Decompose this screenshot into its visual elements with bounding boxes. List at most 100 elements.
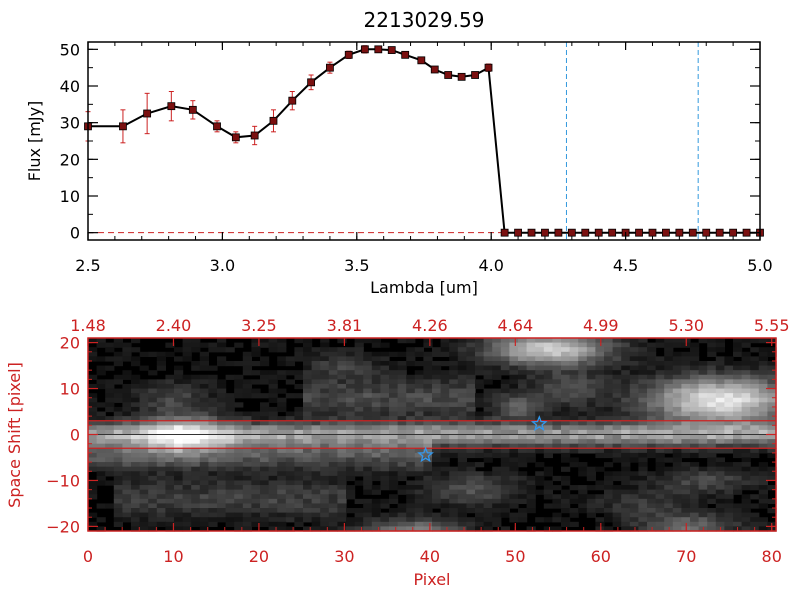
image-pixel xyxy=(466,379,476,385)
image-pixel xyxy=(612,521,622,528)
image-pixel xyxy=(586,475,596,482)
image-pixel xyxy=(346,466,356,472)
image-pixel xyxy=(655,411,665,417)
image-pixel xyxy=(561,374,571,380)
image-pixel xyxy=(621,397,631,403)
image-pixel xyxy=(449,475,459,482)
image-pixel xyxy=(139,351,149,357)
image-pixel xyxy=(432,434,442,440)
image-pixel xyxy=(199,356,209,362)
image-pixel xyxy=(733,434,743,440)
image-pixel xyxy=(595,526,605,532)
image-pixel xyxy=(767,411,777,417)
image-pixel xyxy=(432,439,442,445)
image-pixel xyxy=(586,393,596,399)
image-pixel xyxy=(586,508,596,514)
image-pixel xyxy=(268,434,278,440)
image-pixel xyxy=(371,429,381,436)
image-pixel xyxy=(526,425,536,431)
image-pixel xyxy=(199,475,209,482)
image-pixel xyxy=(277,338,287,344)
image-pixel xyxy=(268,489,278,495)
image-pixel xyxy=(552,425,562,431)
image-pixel xyxy=(500,503,510,509)
image-pixel xyxy=(543,383,553,390)
image-pixel xyxy=(414,512,424,518)
image-pixel xyxy=(328,434,338,440)
image-pixel xyxy=(655,439,665,445)
image-pixel xyxy=(148,489,158,495)
image-pixel xyxy=(346,489,356,495)
image-pixel xyxy=(681,471,691,477)
image-pixel xyxy=(518,429,528,436)
image-pixel xyxy=(475,411,485,417)
image-pixel xyxy=(741,526,751,532)
image-pixel xyxy=(629,443,639,449)
image-pixel xyxy=(621,402,631,408)
image-pixel xyxy=(285,393,295,399)
image-pixel xyxy=(268,452,278,459)
flux-data-point xyxy=(250,131,259,140)
image-pixel xyxy=(320,508,330,514)
image-pixel xyxy=(586,466,596,472)
image-pixel xyxy=(440,503,450,509)
image-pixel xyxy=(225,475,235,482)
image-pixel xyxy=(604,475,614,482)
image-pixel xyxy=(500,429,510,436)
image-pixel xyxy=(337,388,347,394)
image-pixel xyxy=(363,457,373,463)
image-pixel xyxy=(260,370,270,376)
image-pixel xyxy=(500,416,510,422)
image-pixel xyxy=(707,393,717,399)
image-pixel xyxy=(733,485,743,491)
image-pixel xyxy=(199,503,209,509)
image-pixel xyxy=(139,489,149,495)
image-pixel xyxy=(363,379,373,385)
image-pixel xyxy=(449,512,459,518)
image-pixel xyxy=(389,494,399,500)
image-pixel xyxy=(311,434,321,440)
image-pixel xyxy=(96,420,106,426)
image-pixel xyxy=(346,448,356,454)
image-pixel xyxy=(406,503,416,509)
image-pixel xyxy=(586,383,596,390)
image-pixel xyxy=(612,370,622,376)
image-pixel xyxy=(139,503,149,509)
image-pixel xyxy=(389,374,399,380)
image-pixel xyxy=(535,406,545,413)
image-pixel xyxy=(277,356,287,362)
image-pixel xyxy=(397,360,407,367)
image-pixel xyxy=(552,342,562,348)
image-pixel xyxy=(509,448,519,454)
image-pixel xyxy=(320,397,330,403)
image-pixel xyxy=(552,383,562,390)
image-pixel xyxy=(242,517,252,523)
image-pixel xyxy=(612,383,622,390)
image-pixel xyxy=(268,457,278,463)
image-pixel xyxy=(561,411,571,417)
image-pixel xyxy=(741,393,751,399)
image-pixel xyxy=(242,420,252,426)
image-pixel xyxy=(346,374,356,380)
image-pixel xyxy=(552,512,562,518)
image-pixel xyxy=(569,402,579,408)
image-pixel xyxy=(208,517,218,523)
image-pixel xyxy=(449,342,459,348)
image-pixel xyxy=(199,508,209,514)
image-pixel xyxy=(251,420,261,426)
image-pixel xyxy=(604,351,614,357)
image-pixel xyxy=(268,526,278,532)
image-pixel xyxy=(492,503,502,509)
image-pixel xyxy=(354,434,364,440)
image-pixel xyxy=(148,370,158,376)
image-pixel xyxy=(604,411,614,417)
image-pixel xyxy=(578,508,588,514)
image-pixel xyxy=(578,466,588,472)
image-pixel xyxy=(440,508,450,514)
image-pixel xyxy=(113,457,123,463)
image-pixel xyxy=(208,508,218,514)
image-pixel xyxy=(294,480,304,486)
image-pixel xyxy=(277,526,287,532)
image-pixel xyxy=(414,425,424,431)
image-pixel xyxy=(432,521,442,528)
